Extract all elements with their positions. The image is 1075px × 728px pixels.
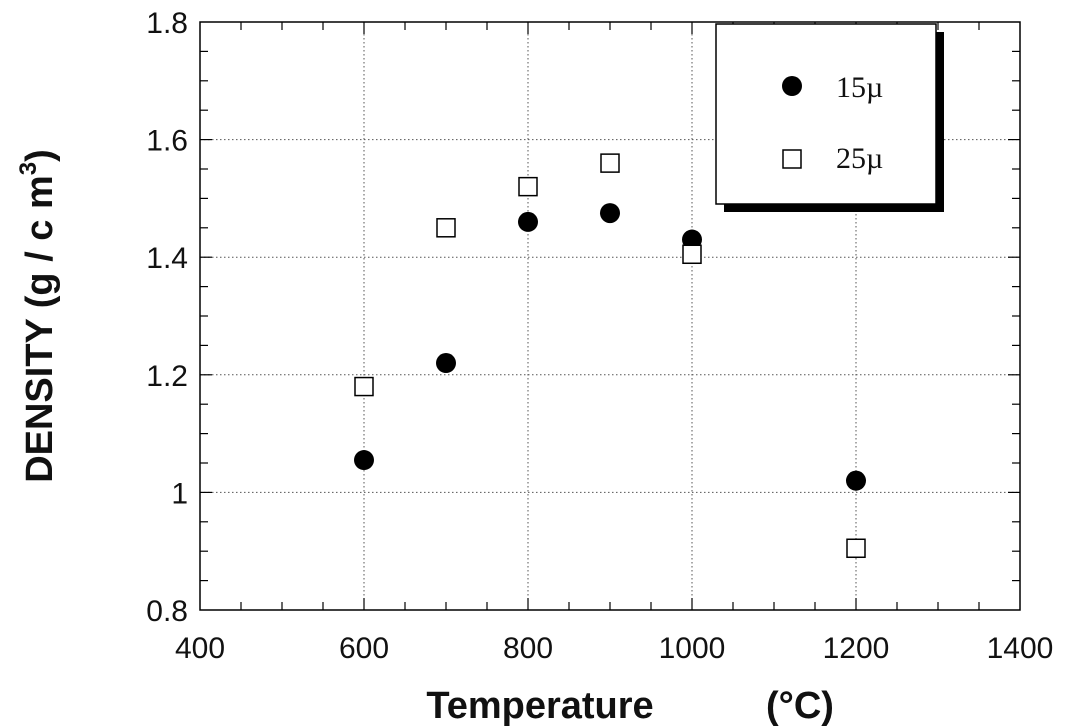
x-tick-label: 1200 bbox=[823, 632, 890, 665]
point-25u bbox=[600, 153, 620, 173]
y-axis-title-text: DENSITY (g / c m3) bbox=[15, 149, 61, 483]
legend-marker-15u bbox=[782, 76, 802, 96]
x-tick-label: 800 bbox=[503, 632, 553, 665]
y-tick-label: 1.6 bbox=[146, 125, 188, 158]
x-axis-unit: (°C) bbox=[766, 685, 834, 727]
point-25u bbox=[354, 376, 374, 397]
y-tick-labels: 0.8 1 1.2 1.4 1.6 1.8 bbox=[146, 7, 188, 628]
point-25u bbox=[518, 176, 538, 197]
x-tick-label: 1400 bbox=[987, 632, 1054, 665]
legend: 15µ 25µ bbox=[715, 23, 944, 212]
y-axis-title-superscript: 3 bbox=[15, 162, 42, 175]
point-15u bbox=[436, 353, 456, 374]
data-points bbox=[354, 153, 866, 559]
legend-label-15u: 15µ bbox=[836, 71, 883, 104]
y-axis-title-close: ) bbox=[19, 149, 61, 162]
point-15u bbox=[518, 211, 538, 232]
x-tick-label: 400 bbox=[175, 632, 225, 665]
plot-area-frame bbox=[199, 21, 1021, 611]
y-axis-title: DENSITY (g / c m3) bbox=[15, 149, 61, 483]
y-tick-label: 0.8 bbox=[146, 595, 188, 628]
x-tick-labels: 400 600 800 1000 1200 1400 bbox=[175, 632, 1053, 665]
x-axis-title: Temperature bbox=[426, 685, 653, 727]
y-tick-label: 1.4 bbox=[146, 242, 188, 275]
point-25u bbox=[682, 244, 702, 265]
point-25u bbox=[846, 538, 866, 559]
y-tick-label: 1 bbox=[171, 477, 188, 510]
legend-marker-25u bbox=[782, 149, 802, 169]
minor-ticks bbox=[200, 22, 1020, 610]
point-15u bbox=[600, 203, 620, 224]
x-tick-label: 600 bbox=[339, 632, 389, 665]
y-tick-label: 1.2 bbox=[146, 360, 188, 393]
y-tick-label: 1.8 bbox=[146, 7, 188, 40]
point-15u bbox=[846, 470, 866, 491]
grid-lines bbox=[200, 22, 1020, 610]
legend-label-25u: 25µ bbox=[836, 142, 883, 175]
point-25u bbox=[436, 218, 456, 238]
x-tick-label: 1000 bbox=[659, 632, 726, 665]
legend-box bbox=[715, 23, 937, 205]
y-axis-title-main: DENSITY (g / c m bbox=[19, 175, 61, 483]
point-15u bbox=[354, 450, 374, 471]
